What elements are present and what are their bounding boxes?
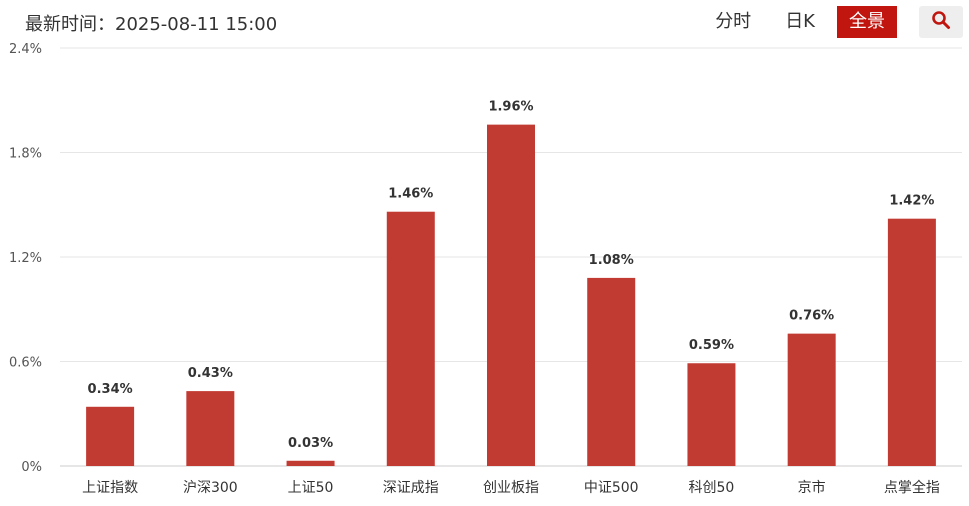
- latest-time-label: 最新时间：2025-08-11 15:00: [25, 14, 278, 35]
- x-tick-label: 上证50: [288, 480, 334, 496]
- data-label: 0.59%: [689, 338, 734, 353]
- bar: [687, 363, 736, 466]
- x-tick-label: 上证指数: [82, 480, 138, 496]
- bar: [587, 277, 636, 466]
- bar: [286, 460, 335, 466]
- x-tick-label: 科创50: [689, 480, 735, 496]
- data-label: 0.34%: [88, 382, 133, 397]
- y-tick-label: 0%: [21, 460, 42, 475]
- x-tick-label: 京市: [798, 479, 826, 496]
- tab-intraday[interactable]: 分时: [715, 11, 752, 32]
- data-label: 1.42%: [889, 194, 934, 209]
- data-label: 1.08%: [589, 253, 634, 268]
- tab-daily-k[interactable]: 日K: [785, 11, 815, 32]
- y-tick-label: 1.8%: [9, 147, 42, 162]
- bar: [787, 333, 836, 466]
- y-tick-label: 1.2%: [9, 251, 42, 266]
- data-label: 1.96%: [488, 100, 533, 115]
- tab-panorama[interactable]: 全景: [837, 6, 897, 38]
- x-tick-label: 中证500: [584, 480, 639, 496]
- bar: [186, 391, 235, 466]
- x-tick-label: 点掌全指: [884, 479, 940, 496]
- view-tabs: 分时 日K 全景: [693, 5, 969, 39]
- bar: [386, 211, 435, 466]
- search-icon: [931, 10, 951, 34]
- search-button[interactable]: [919, 6, 963, 38]
- bar: [887, 218, 936, 466]
- y-tick-label: 0.6%: [9, 356, 42, 371]
- top-bar: 最新时间：2025-08-11 15:00 分时 日K 全景: [0, 0, 969, 44]
- data-label: 0.76%: [789, 309, 834, 324]
- data-label: 0.43%: [188, 366, 233, 381]
- x-tick-label: 深证成指: [383, 480, 439, 496]
- data-label: 0.03%: [288, 436, 333, 451]
- data-label: 1.46%: [388, 187, 433, 202]
- y-tick-label: 2.4%: [9, 42, 42, 57]
- bar: [86, 406, 135, 466]
- x-tick-label: 创业板指: [483, 480, 539, 496]
- x-tick-label: 沪深300: [183, 480, 238, 496]
- bar: [487, 124, 535, 466]
